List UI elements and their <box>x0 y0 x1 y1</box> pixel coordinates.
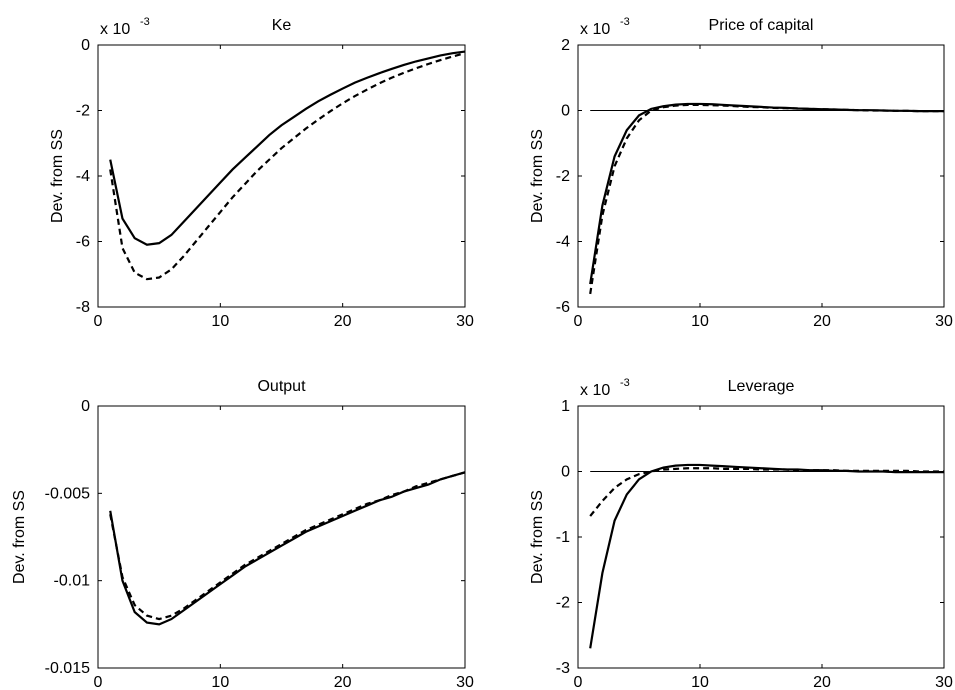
y-axis-label: Dev. from SS <box>11 490 28 584</box>
y-tick-label: -4 <box>556 234 570 251</box>
x-tick-label: 30 <box>456 313 474 330</box>
series-line-dashed <box>589 467 944 517</box>
x-tick-label: 10 <box>691 313 709 330</box>
y-tick-label: -4 <box>76 168 90 185</box>
chart-title: Output <box>257 378 306 395</box>
y-axis-label: Dev. from SS <box>49 129 66 223</box>
x-tick-label: 0 <box>94 313 103 330</box>
y-tick-label: 0 <box>81 37 90 54</box>
chart-price-of-capital: 0 10 20 30 -6 -4 -2 0 2 Price of capital Dev. from… <box>529 16 953 330</box>
plot-area <box>97 44 466 308</box>
x-tick-label: 20 <box>813 674 831 690</box>
y-tick-label: 2 <box>561 37 570 54</box>
chart-title: Price of capital <box>709 17 814 34</box>
chart-title: Ke <box>272 17 292 34</box>
x-tick-label: 10 <box>211 313 229 330</box>
y-tick-label: -0.005 <box>45 485 90 502</box>
y-tick-label: -6 <box>556 299 570 316</box>
axis-multiplier: x 10 <box>580 21 610 38</box>
y-axis-label: Dev. from SS <box>529 490 546 584</box>
x-tick-label: 20 <box>334 674 352 690</box>
y-tick-label: 1 <box>561 398 570 415</box>
series-line-solid <box>589 463 944 649</box>
y-tick-label: -2 <box>556 168 570 185</box>
series-line-solid <box>109 471 466 626</box>
axis-multiplier: x 10 <box>580 382 610 399</box>
y-tick-label: -0.015 <box>45 660 90 677</box>
plot-area <box>577 405 945 669</box>
series-line-dashed <box>109 52 466 281</box>
y-tick-label: -2 <box>76 103 90 120</box>
axis-multiplier-exponent: -3 <box>620 16 630 28</box>
x-tick-label: 30 <box>935 313 953 330</box>
y-tick-label: 0 <box>561 464 570 481</box>
x-tick-label: 10 <box>691 674 709 690</box>
y-tick-label: 0 <box>81 398 90 415</box>
y-tick-label: -0.01 <box>54 573 91 590</box>
x-tick-label: 30 <box>456 674 474 690</box>
x-tick-label: 10 <box>211 674 229 690</box>
chart-title: Leverage <box>728 378 795 395</box>
y-tick-label: -3 <box>556 660 570 677</box>
series-line-dashed <box>589 103 944 295</box>
y-axis-label: Dev. from SS <box>529 129 546 223</box>
plot-area <box>577 44 945 308</box>
x-tick-label: 30 <box>935 674 953 690</box>
x-tick-label: 20 <box>334 313 352 330</box>
chart-output: 0 10 20 30 -0.015 -0.01 -0.005 0 Output Dev. from… <box>11 378 474 690</box>
axis-multiplier: x 10 <box>100 21 130 38</box>
y-tick-label: -2 <box>556 595 570 612</box>
series-line-dashed <box>109 471 466 621</box>
x-tick-label: 0 <box>574 313 583 330</box>
x-tick-label: 0 <box>574 674 583 690</box>
axis-multiplier-exponent: -3 <box>620 377 630 389</box>
axis-multiplier-exponent: -3 <box>140 16 150 28</box>
x-tick-label: 0 <box>94 674 103 690</box>
y-tick-label: 0 <box>561 103 570 120</box>
plot-area <box>97 405 466 669</box>
y-tick-label: -1 <box>556 529 570 546</box>
chart-ke: 0 10 20 30 -8 -6 -4 -2 0 Ke Dev. from SS x 10 -3 <box>49 16 474 330</box>
y-tick-label: -8 <box>76 299 90 316</box>
y-tick-label: -6 <box>76 234 90 251</box>
series-line-solid <box>109 50 466 246</box>
x-tick-label: 20 <box>813 313 831 330</box>
series-line-solid <box>589 102 944 285</box>
